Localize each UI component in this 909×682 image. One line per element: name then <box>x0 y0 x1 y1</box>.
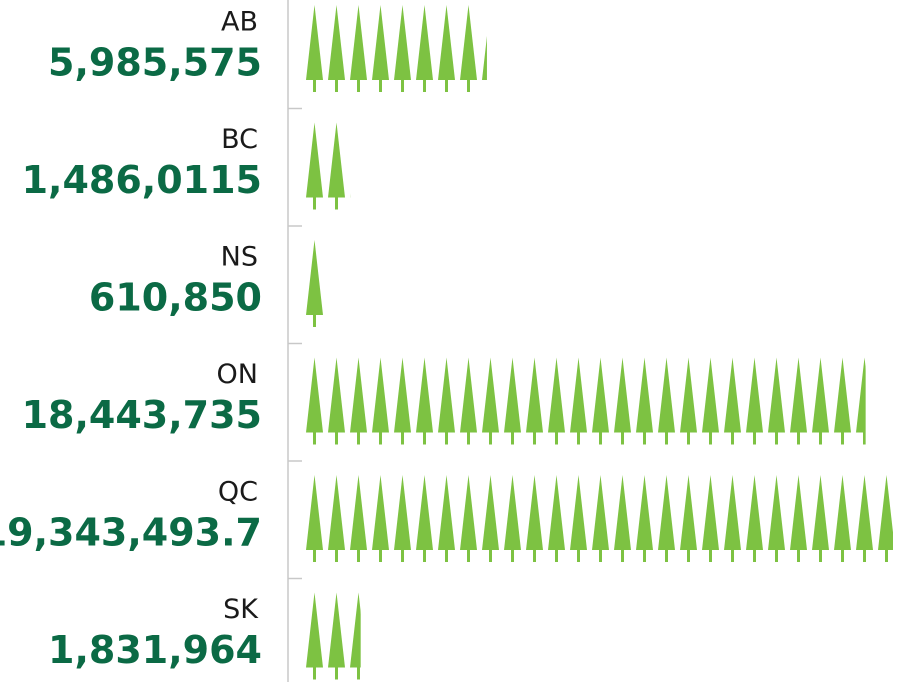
tree-bar <box>305 475 893 563</box>
tree-row <box>305 240 324 328</box>
tree-bar <box>305 5 487 93</box>
value-label: 5,985,575 <box>48 41 262 85</box>
tree-row <box>305 122 351 211</box>
value-label: 1,486,0115 <box>22 158 262 202</box>
value-label: 1,831,964 <box>48 628 262 672</box>
value-label: 610,850 <box>89 276 262 320</box>
tree-row <box>305 475 893 563</box>
category-label: AB <box>221 7 258 38</box>
tree-bar <box>305 592 361 681</box>
category-label: NS <box>221 242 258 273</box>
tree-row <box>305 592 361 681</box>
value-label: 18,443,735 <box>22 393 262 437</box>
category-label: BC <box>221 124 258 155</box>
value-label: 19,343,493.7 <box>0 511 262 555</box>
tree-bar <box>305 357 866 446</box>
tree-bar <box>305 240 324 328</box>
category-label: SK <box>223 594 259 625</box>
tree-row <box>305 5 487 93</box>
category-label: ON <box>217 359 258 390</box>
tree-bar <box>305 122 351 211</box>
tree-row <box>305 357 866 446</box>
category-label: QC <box>218 477 258 508</box>
